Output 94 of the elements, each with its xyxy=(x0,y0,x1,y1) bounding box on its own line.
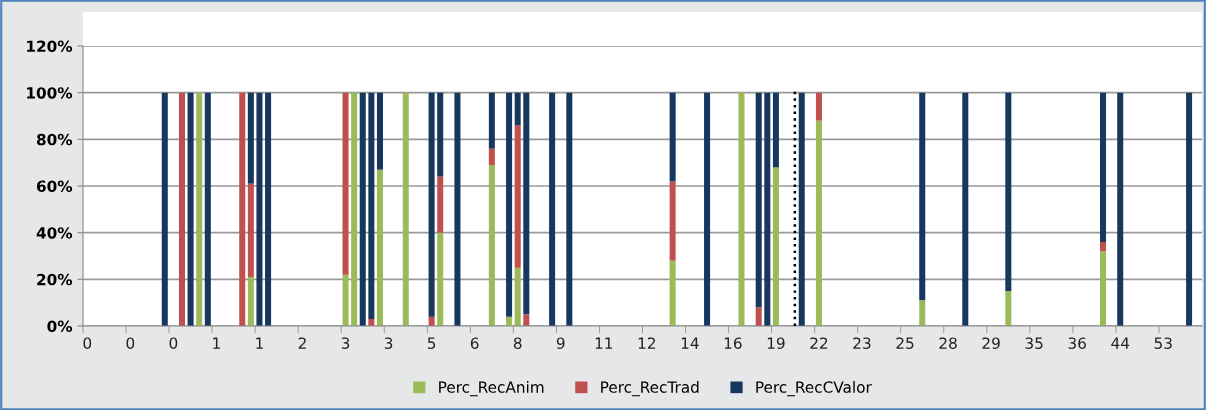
x-tick-label: 6 xyxy=(470,337,479,349)
x-tick-label: 3 xyxy=(384,337,393,349)
bar xyxy=(919,92,926,301)
bar xyxy=(196,92,203,326)
bar xyxy=(523,314,530,326)
bar xyxy=(506,92,513,317)
bar xyxy=(359,92,366,326)
x-tick-label: 11 xyxy=(595,337,613,349)
bar xyxy=(815,92,822,121)
x-tick-label: 5 xyxy=(427,337,436,349)
bar xyxy=(437,232,444,326)
x-tick-label: 16 xyxy=(724,337,742,349)
bar xyxy=(1100,92,1107,242)
x-tick-label: 25 xyxy=(896,337,914,349)
bar xyxy=(368,92,375,319)
bar xyxy=(523,92,530,315)
x-tick-label: 0 xyxy=(169,337,178,349)
y-tick-label: 120% xyxy=(27,40,73,53)
x-tick-label: 0 xyxy=(83,337,92,349)
bar xyxy=(566,92,573,326)
bar xyxy=(755,92,762,308)
x-tick-label: 1 xyxy=(256,337,263,349)
bar xyxy=(247,183,254,277)
y-tick-label: 0% xyxy=(47,320,73,333)
bar xyxy=(437,176,444,233)
bar xyxy=(962,92,969,326)
bar xyxy=(488,165,495,326)
x-tick-label: 35 xyxy=(1025,337,1043,349)
bar xyxy=(161,92,168,326)
x-tick-label: 44 xyxy=(1111,337,1130,349)
x-tick-label: 8 xyxy=(513,337,522,349)
y-tick-label: 20% xyxy=(37,273,73,286)
bar xyxy=(1005,291,1012,326)
bar xyxy=(1005,92,1012,291)
x-tick-label: 0 xyxy=(126,337,135,349)
x-tick-label: 1 xyxy=(213,337,220,349)
y-tick-label: 80% xyxy=(36,133,73,146)
bar xyxy=(376,169,383,326)
bar xyxy=(437,92,444,177)
x-tick-label: 9 xyxy=(556,337,565,349)
x-tick-label: 2 xyxy=(298,337,306,349)
bar xyxy=(178,92,185,326)
y-tick-label: 100% xyxy=(27,87,73,99)
x-tick-label: 3 xyxy=(341,337,350,349)
bar xyxy=(772,167,779,326)
bar xyxy=(764,92,771,326)
bar xyxy=(669,181,676,261)
x-tick-label: 12 xyxy=(638,337,655,349)
bar xyxy=(1186,92,1193,326)
bar xyxy=(256,92,263,326)
x-tick-label: 14 xyxy=(681,337,699,349)
x-tick-label: 22 xyxy=(810,337,828,349)
bar xyxy=(265,92,272,326)
bar xyxy=(428,92,435,317)
legend-label: Perc_RecTrad xyxy=(601,381,699,397)
legend-label: Perc_RecCValor xyxy=(756,381,872,397)
legend-label: Perc_RecAnim xyxy=(439,381,544,397)
bar xyxy=(549,92,556,326)
y-tick-label: 60% xyxy=(36,180,73,193)
bar xyxy=(342,92,349,275)
x-tick-label: 28 xyxy=(939,337,957,349)
bar xyxy=(488,92,495,149)
bar xyxy=(514,267,521,326)
bar xyxy=(798,92,805,326)
bar xyxy=(514,125,521,268)
bar xyxy=(342,274,349,326)
bar xyxy=(247,92,254,184)
x-tick-label: 36 xyxy=(1068,337,1086,349)
bar xyxy=(669,260,676,326)
bar xyxy=(247,277,254,326)
bar xyxy=(239,92,246,326)
bar xyxy=(815,120,822,326)
bar xyxy=(669,92,676,182)
bar xyxy=(454,92,461,326)
bar xyxy=(919,300,926,326)
x-tick-label: 23 xyxy=(853,337,871,349)
bar xyxy=(1117,92,1124,326)
bar xyxy=(514,92,521,126)
bar xyxy=(376,92,383,170)
x-tick-label: 19 xyxy=(767,337,785,349)
bar xyxy=(187,92,194,326)
bar xyxy=(755,307,762,326)
bar xyxy=(1100,251,1107,326)
x-tick-label: 53 xyxy=(1154,337,1172,349)
bar xyxy=(772,92,779,168)
bar xyxy=(351,92,358,326)
bar xyxy=(704,92,711,326)
bar xyxy=(204,92,211,326)
bar xyxy=(402,92,409,326)
bar xyxy=(1100,242,1107,252)
x-tick-label: 29 xyxy=(982,337,1000,349)
y-tick-label: 40% xyxy=(36,227,73,239)
bar xyxy=(488,148,495,165)
bar xyxy=(738,92,745,326)
